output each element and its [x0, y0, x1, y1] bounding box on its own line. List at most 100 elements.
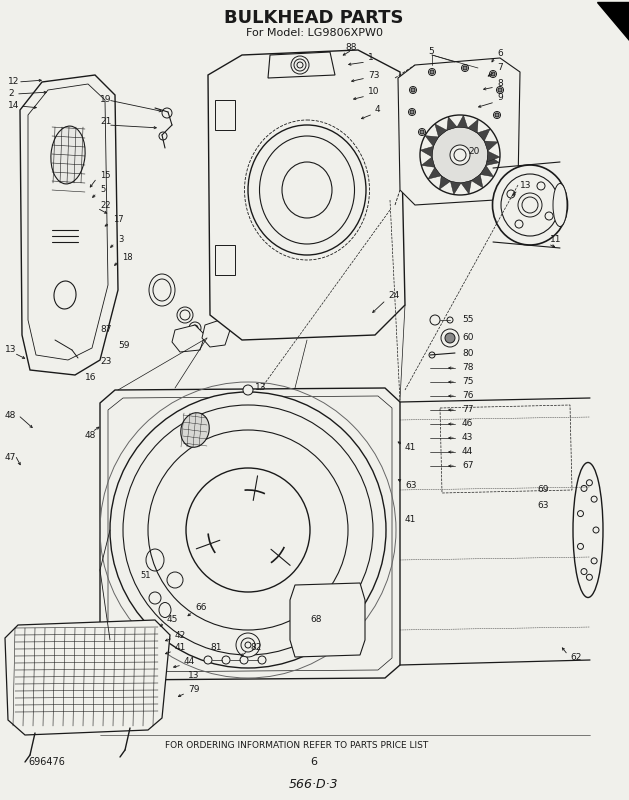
Ellipse shape — [573, 462, 603, 598]
Text: 43: 43 — [462, 434, 474, 442]
Text: 3: 3 — [118, 235, 123, 245]
Text: 51: 51 — [140, 570, 150, 579]
Text: 10: 10 — [368, 87, 379, 97]
Circle shape — [110, 392, 386, 668]
Text: 13: 13 — [520, 181, 532, 190]
Polygon shape — [20, 75, 118, 375]
Text: 6: 6 — [311, 757, 318, 767]
Text: 17: 17 — [113, 215, 124, 225]
Circle shape — [586, 574, 593, 580]
Text: 59: 59 — [118, 341, 130, 350]
Circle shape — [491, 72, 495, 76]
Text: 6: 6 — [497, 49, 503, 58]
Text: 5: 5 — [100, 186, 105, 194]
Text: 78: 78 — [462, 363, 474, 373]
Text: 2: 2 — [8, 90, 14, 98]
Circle shape — [463, 66, 467, 70]
Circle shape — [428, 69, 435, 75]
Circle shape — [442, 137, 448, 143]
Circle shape — [450, 145, 470, 165]
Text: 13: 13 — [5, 346, 16, 354]
Text: 20: 20 — [468, 147, 479, 157]
Text: 66: 66 — [195, 603, 206, 613]
Circle shape — [258, 656, 266, 664]
Text: 21: 21 — [100, 118, 111, 126]
Circle shape — [537, 182, 545, 190]
Circle shape — [593, 527, 599, 533]
Circle shape — [222, 656, 230, 664]
Circle shape — [441, 329, 459, 347]
Polygon shape — [468, 119, 478, 133]
Circle shape — [240, 656, 248, 664]
Polygon shape — [100, 388, 400, 680]
Text: 18: 18 — [122, 254, 133, 262]
Circle shape — [243, 385, 253, 395]
Text: 23: 23 — [100, 358, 111, 366]
Circle shape — [591, 496, 597, 502]
Text: 19: 19 — [100, 95, 111, 105]
Circle shape — [581, 486, 587, 491]
Circle shape — [496, 86, 503, 94]
Text: 1: 1 — [368, 54, 374, 62]
Ellipse shape — [248, 125, 366, 255]
Polygon shape — [447, 117, 457, 130]
Circle shape — [432, 127, 488, 183]
Circle shape — [430, 70, 434, 74]
Circle shape — [489, 70, 496, 78]
Polygon shape — [487, 151, 500, 162]
Polygon shape — [421, 157, 435, 167]
Circle shape — [429, 352, 435, 358]
Polygon shape — [290, 583, 365, 657]
Text: 47: 47 — [5, 454, 16, 462]
Circle shape — [430, 315, 440, 325]
Circle shape — [467, 138, 474, 146]
Polygon shape — [5, 620, 170, 735]
Text: 63: 63 — [537, 501, 548, 510]
Text: 16: 16 — [85, 374, 96, 382]
Text: 62: 62 — [570, 654, 581, 662]
Circle shape — [486, 133, 490, 137]
Text: 42: 42 — [175, 630, 186, 639]
Text: 82: 82 — [250, 643, 262, 653]
Circle shape — [420, 115, 500, 195]
Text: FOR ORDERING INFORMATION REFER TO PARTS PRICE LIST: FOR ORDERING INFORMATION REFER TO PARTS … — [165, 741, 428, 750]
Text: 44: 44 — [184, 658, 195, 666]
Circle shape — [159, 132, 167, 140]
Text: 81: 81 — [210, 643, 221, 653]
Text: 75: 75 — [462, 378, 474, 386]
Ellipse shape — [553, 183, 567, 226]
Text: 68: 68 — [310, 615, 321, 625]
Circle shape — [408, 109, 416, 115]
Bar — [215, 245, 235, 275]
Circle shape — [410, 110, 414, 114]
Text: 44: 44 — [462, 447, 473, 457]
Polygon shape — [435, 124, 447, 137]
Polygon shape — [440, 176, 450, 190]
Text: 48: 48 — [5, 410, 16, 419]
Text: 7: 7 — [497, 63, 503, 73]
Polygon shape — [457, 115, 468, 128]
Circle shape — [443, 138, 447, 142]
Circle shape — [591, 558, 597, 564]
Ellipse shape — [493, 165, 567, 245]
Circle shape — [577, 510, 584, 517]
Text: 14: 14 — [8, 102, 19, 110]
Polygon shape — [597, 2, 629, 40]
Circle shape — [507, 190, 515, 198]
Circle shape — [204, 656, 212, 664]
Text: 22: 22 — [100, 201, 111, 210]
Text: 12: 12 — [8, 78, 19, 86]
Circle shape — [484, 131, 491, 138]
Text: 8: 8 — [497, 78, 503, 87]
Ellipse shape — [51, 126, 85, 184]
Text: 41: 41 — [175, 643, 186, 653]
Circle shape — [236, 633, 260, 657]
Circle shape — [581, 569, 587, 574]
Text: 13: 13 — [188, 670, 199, 679]
Circle shape — [518, 193, 542, 217]
Circle shape — [418, 129, 425, 135]
Circle shape — [409, 86, 416, 94]
Circle shape — [577, 543, 584, 550]
Polygon shape — [420, 146, 433, 157]
Polygon shape — [480, 166, 494, 177]
